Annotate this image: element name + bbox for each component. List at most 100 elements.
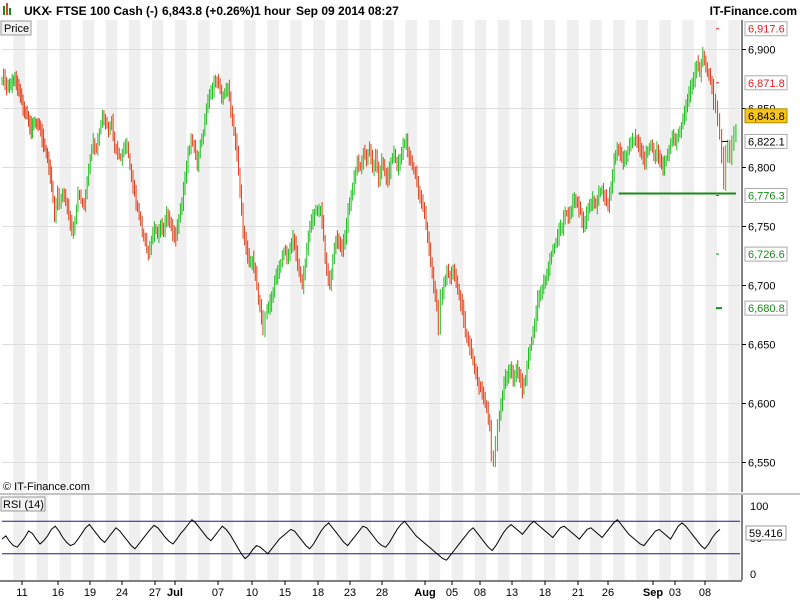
rsi-day-stripe: [336, 495, 348, 580]
price-level-label: 6,822.1: [748, 136, 785, 148]
day-stripe: [313, 20, 325, 492]
x-tick-label: 19: [84, 587, 96, 599]
rsi-day-stripe: [613, 495, 625, 580]
day-stripe: [406, 20, 418, 492]
rsi-day-stripe: [60, 495, 72, 580]
rsi-day-stripe: [728, 495, 740, 580]
price-tick-label: 6,650: [748, 340, 776, 352]
day-stripe: [659, 20, 671, 492]
rsi-day-stripe: [106, 495, 118, 580]
rsi-day-stripe: [521, 495, 533, 580]
x-tick-label: 28: [376, 587, 388, 599]
day-stripe: [267, 20, 279, 492]
rsi-value-label: 59.416: [749, 528, 783, 540]
rsi-day-stripe: [83, 495, 95, 580]
day-stripe: [590, 20, 602, 492]
rsi-day-stripe: [590, 495, 602, 580]
rsi-tick-100: 100: [750, 501, 768, 513]
timeframe-label: 1 hour: [254, 4, 291, 18]
price-level-label: 6,871.8: [748, 78, 785, 90]
rsi-day-stripe: [175, 495, 187, 580]
day-stripe: [106, 20, 118, 492]
rsi-day-stripe: [267, 495, 279, 580]
rsi-day-stripe: [636, 495, 648, 580]
day-stripe: [475, 20, 487, 492]
rsi-day-stripe: [406, 495, 418, 580]
x-tick-label: 03: [669, 587, 681, 599]
price-tick-label: 6,750: [748, 222, 776, 234]
rsi-day-stripe: [544, 495, 556, 580]
price-tick-label: 6,600: [748, 399, 776, 411]
header-bar: UKX - FTSE 100 Cash (-) 6,843.8 (+0.26%)…: [0, 0, 800, 20]
x-tick-label: 05: [446, 587, 458, 599]
x-tick-label: 24: [116, 587, 128, 599]
price-tick-label: 6,700: [748, 281, 776, 293]
rsi-panel: RSI (14) 100 50 0 59.416: [0, 494, 800, 581]
x-tick-label: 10: [246, 587, 258, 599]
day-stripe: [129, 20, 141, 492]
day-stripe: [152, 20, 164, 492]
rsi-day-stripe: [705, 495, 717, 580]
day-stripe: [221, 20, 233, 492]
x-tick-label: 08: [699, 587, 711, 599]
instrument-name: FTSE 100 Cash (-): [56, 4, 158, 18]
x-tick-label: 21: [572, 587, 584, 599]
rsi-day-stripe: [359, 495, 371, 580]
price-tick-label: 6,800: [748, 163, 776, 175]
day-stripe: [567, 20, 579, 492]
day-stripe: [383, 20, 395, 492]
day-stripe: [728, 20, 740, 492]
price-level-label: 6,726.6: [748, 249, 785, 261]
price-tick-label: 6,900: [748, 45, 776, 57]
rsi-label-box: RSI (14): [1, 497, 45, 511]
price-level-label: 6,680.8: [748, 303, 785, 315]
x-tick-label: 23: [344, 587, 356, 599]
rsi-day-stripe: [152, 495, 164, 580]
price-change-label: 6,843.8 (+0.26%): [162, 4, 254, 18]
x-tick-label: 26: [602, 587, 614, 599]
rsi-day-stripe: [452, 495, 464, 580]
symbol-separator: -: [48, 4, 52, 18]
x-tick-label: 27: [149, 587, 161, 599]
price-level-label: 6,776.3: [748, 190, 785, 202]
day-stripe: [521, 20, 533, 492]
x-tick-label: Sep: [643, 587, 663, 599]
x-tick-label: 07: [212, 587, 224, 599]
rsi-tick-0: 0: [750, 569, 756, 581]
price-label: Price: [4, 23, 29, 35]
rsi-day-stripe: [244, 495, 256, 580]
rsi-day-stripe: [498, 495, 510, 580]
day-stripe: [198, 20, 210, 492]
day-stripe: [636, 20, 648, 492]
x-tick-label: 18: [539, 587, 551, 599]
x-tick-label: 15: [279, 587, 291, 599]
day-stripe: [452, 20, 464, 492]
x-axis: 11 16 19 24 27 Jul 07 10 15 18 23 28 Aug 05 08 13 18 21 26…: [16, 581, 711, 599]
rsi-day-stripe: [221, 495, 233, 580]
x-tick-label: 18: [312, 587, 324, 599]
x-tick-label: 08: [474, 587, 486, 599]
datetime-label: Sep 09 2014 08:27: [296, 4, 399, 18]
rsi-label: RSI (14): [3, 499, 44, 511]
last-price-label: 6,843.8: [748, 111, 785, 123]
day-stripe: [83, 20, 95, 492]
day-stripe: [175, 20, 187, 492]
x-tick-label: Aug: [414, 587, 435, 599]
rsi-day-stripe: [313, 495, 325, 580]
x-tick-label: 16: [52, 587, 64, 599]
day-stripe: [60, 20, 72, 492]
rsi-day-stripe: [129, 495, 141, 580]
copyright-label: © IT-Finance.com: [3, 481, 90, 493]
rsi-day-stripe: [429, 495, 441, 580]
x-tick-label: 11: [16, 587, 27, 599]
x-tick-label: 13: [506, 587, 518, 599]
brand-label: IT-Finance.com: [710, 4, 797, 18]
day-stripe: [37, 20, 49, 492]
price-panel: Price © IT-Finance.com: [0, 20, 742, 493]
day-stripe: [359, 20, 371, 492]
day-stripe: [613, 20, 625, 492]
symbol-label: UKX: [24, 4, 49, 18]
price-label-box: Price: [1, 21, 31, 35]
